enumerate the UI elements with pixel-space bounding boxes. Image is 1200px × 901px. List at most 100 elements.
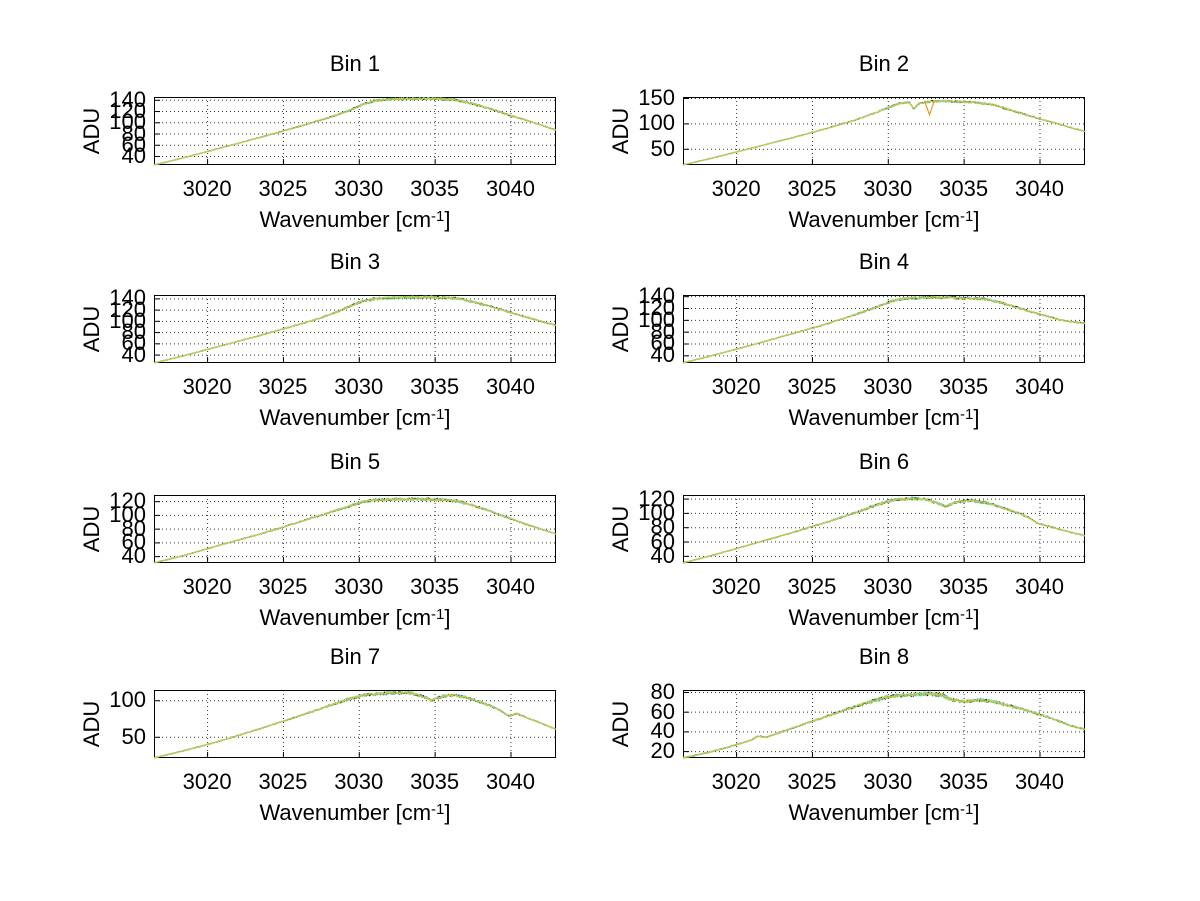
x-axis-label: Wavenumber [cm-1] [683,800,1085,826]
trace-cyan [153,497,557,564]
x-axis-label-text: Wavenumber [cm [259,405,432,430]
x-axis-label-text: Wavenumber [cm [259,800,432,825]
xtick-label: 3035 [939,574,989,599]
axes-box [683,495,1085,563]
xtick-label: 3030 [863,769,913,794]
ytick-label: 80 [650,318,675,344]
trace-green [153,295,557,364]
ytick-label: 40 [650,542,675,568]
trace-yellow [153,497,556,564]
x-axis-label: Wavenumber [cm-1] [154,207,556,233]
trace-yellow [153,690,557,759]
x-axis-label-close: ] [444,405,451,430]
trace-yellow [153,295,557,364]
ytick-label: 100 [638,110,675,136]
ytick-label: 40 [121,341,146,367]
xtick-label: 3020 [711,176,761,201]
xtick-label: 3025 [787,374,837,399]
xtick-label: 3030 [863,374,913,399]
ytick-label: 60 [650,528,675,554]
x-axis-label-close: ] [973,605,980,630]
xtick-label: 3030 [863,574,913,599]
x-axis-label-close: ] [973,405,980,430]
trace-yellow [682,99,1086,166]
axes-box [683,97,1085,165]
trace-cyan [153,295,556,364]
subplot-title: Bin 4 [858,249,910,274]
ytick-label: 120 [638,295,675,320]
x-axis-label-sup: -1 [431,406,445,423]
trace-yellow [153,97,557,166]
axes-box [154,295,556,363]
ytick-label: 120 [638,485,675,511]
xtick-label: 3030 [863,176,913,201]
xtick-label: 3040 [1015,769,1064,794]
x-axis-label-text: Wavenumber [cm [788,605,961,630]
ytick-label: 100 [638,499,675,525]
trace-green [682,100,1086,166]
plot-canvas-bin-5 [153,495,557,564]
trace-green [154,497,557,564]
trace-black [153,497,557,564]
ytick-label: 120 [109,488,146,514]
ytick-label: 40 [650,342,675,368]
axes-box [154,690,556,758]
trace-green [682,691,1086,759]
axes-box [154,97,556,165]
trace-black [683,691,1086,758]
xtick-label: 3035 [939,374,989,399]
ytick-label: 40 [650,718,675,744]
ytick-label: 80 [121,515,146,541]
xtick-label: 3035 [939,176,989,201]
subplot-title: Bin 1 [329,51,381,76]
plot-canvas-bin-8 [682,690,1086,759]
plot-canvas-bin-3 [153,295,557,364]
x-axis-label: Wavenumber [cm-1] [683,207,1085,233]
ytick-label: 80 [121,319,146,345]
ytick-label: 140 [109,86,146,112]
xtick-label: 3040 [1015,574,1064,599]
ytick-label: 60 [650,330,675,356]
xtick-label: 3035 [939,769,989,794]
axes-box [683,295,1085,363]
ytick-label: 120 [109,98,146,124]
ytick-label: 100 [109,109,146,135]
ytick-label: 120 [109,296,146,322]
subplot-title: Bin 7 [329,644,381,669]
axes-box [683,690,1085,758]
xtick-label: 3035 [410,374,460,399]
xtick-label: 3020 [711,574,761,599]
x-axis-label-sup: -1 [431,801,445,818]
subplot-title: Bin 6 [858,449,910,474]
x-axis-label-sup: -1 [431,208,445,225]
xtick-label: 3025 [258,176,308,201]
x-axis-label: Wavenumber [cm-1] [683,405,1085,431]
x-axis-label-text: Wavenumber [cm [259,207,432,232]
ytick-label: 20 [650,738,675,764]
subplot-title: Bin 3 [329,249,381,274]
xtick-label: 3025 [787,176,837,201]
trace-green [683,497,1086,564]
x-axis-label-close: ] [444,207,451,232]
x-axis-label-sup: -1 [960,801,974,818]
ytick-label: 60 [650,698,675,724]
plot-canvas-bin-6 [682,495,1086,564]
x-axis-label: Wavenumber [cm-1] [683,605,1085,631]
xtick-label: 3040 [486,574,535,599]
trace-yellow [682,692,1086,759]
trace-yellow [682,295,1086,364]
x-axis-label: Wavenumber [cm-1] [154,800,556,826]
trace-cyan [153,96,557,166]
ytick-label: 40 [121,543,146,569]
ytick-label: 60 [121,131,146,157]
trace-black [153,295,557,364]
x-axis-label-text: Wavenumber [cm [259,605,432,630]
trace-black [153,690,557,759]
trace-yellow [682,497,1086,564]
xtick-label: 3030 [334,176,384,201]
x-axis-label-sup: -1 [960,406,974,423]
ytick-label: 60 [121,330,146,356]
plot-canvas-bin-4 [682,295,1086,364]
xtick-label: 3035 [410,769,460,794]
x-axis-label-close: ] [973,800,980,825]
